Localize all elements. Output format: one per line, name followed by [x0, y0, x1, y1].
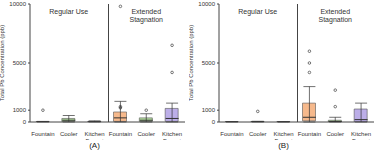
svg-text:1000: 1000 [13, 107, 27, 113]
svg-text:KitchenFaucet: KitchenFaucet [274, 131, 294, 140]
svg-text:Cooler: Cooler [137, 131, 155, 137]
svg-text:Cooler: Cooler [60, 131, 78, 137]
html-text:Extended Stagnation: Extended Stagnation [129, 8, 163, 23]
svg-text:Fountain: Fountain [31, 131, 54, 137]
svg-text:10000: 10000 [198, 1, 215, 7]
svg-text:5000: 5000 [13, 60, 27, 66]
svg-text:Total Pb Concentration (ppb): Total Pb Concentration (ppb) [189, 25, 194, 101]
svg-text:Fountain: Fountain [109, 131, 132, 137]
svg-text:Fountain: Fountain [220, 131, 243, 137]
svg-text:Cooler: Cooler [249, 131, 267, 137]
html-text:(B): (B) [278, 141, 289, 150]
svg-text:Fountain: Fountain [298, 131, 321, 137]
html-text:Regular Use: Regular Use [238, 8, 278, 15]
html-text:(A): (A) [89, 141, 100, 150]
svg-text:KitchenFaucet: KitchenFaucet [351, 131, 370, 140]
html-text:Extended Stagnation: Extended Stagnation [318, 8, 352, 23]
svg-text:10000: 10000 [9, 1, 26, 7]
svg-text:Cooler: Cooler [326, 131, 344, 137]
svg-text:KitchenFaucet: KitchenFaucet [85, 131, 105, 140]
html-text:Regular Use: Regular Use [49, 8, 89, 15]
svg-text:KitchenFaucet: KitchenFaucet [162, 131, 182, 140]
svg-text:1000: 1000 [202, 107, 216, 113]
svg-text:0: 0 [23, 119, 27, 125]
svg-text:5000: 5000 [202, 60, 216, 66]
svg-text:0: 0 [212, 119, 216, 125]
